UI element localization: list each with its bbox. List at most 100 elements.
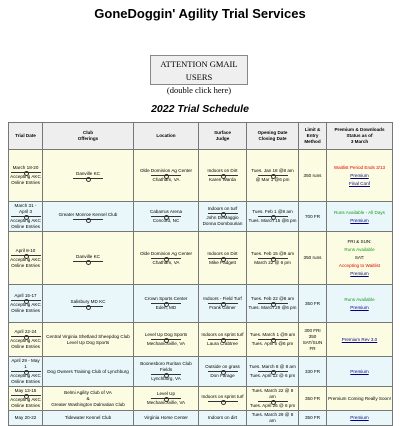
divider xyxy=(257,370,288,375)
header-line: Opening Date xyxy=(257,130,288,135)
divider xyxy=(151,174,181,179)
divider xyxy=(10,394,41,399)
cell-line: Level Up xyxy=(156,391,176,396)
header-line: Limit & xyxy=(304,127,321,132)
status-line[interactable]: Premium xyxy=(350,415,369,420)
cell-line: Accepting AKC xyxy=(10,302,41,307)
cell: Indoors - Field Turf Frank Gilmer xyxy=(198,284,247,323)
cell: Premium Coming Really Soon! xyxy=(326,386,393,411)
cell: Premium xyxy=(326,356,393,387)
divider xyxy=(10,215,41,220)
trial-row: April 29 - May 1 Accepting AKC Online Entr… xyxy=(8,356,393,387)
cell: Virginia Horse Center xyxy=(133,410,199,426)
status-line: Waitlist Period Ends 3/13 xyxy=(333,164,386,170)
cell: 350 runs xyxy=(298,231,327,285)
status-line: FRI & SUN: xyxy=(347,239,372,244)
cell-line: Tues. March 15 @6 pm xyxy=(248,218,297,223)
divider xyxy=(151,256,181,262)
divider xyxy=(257,400,288,405)
cell-line: 350 runs xyxy=(303,172,322,178)
cell: FRI & SUN: Runs Available SAT: Accepting to… xyxy=(326,231,393,285)
cell: Tidewater Kennel Club xyxy=(42,410,134,426)
cell-line: Online Entries xyxy=(11,379,40,384)
cell: 350 FR xyxy=(298,284,327,323)
cell-line: Salisbury MD KC xyxy=(70,299,106,304)
cell-line: 350 FR xyxy=(304,415,321,420)
cell-line: Virginia Horse Center xyxy=(144,415,188,420)
cell: May 13-15 Accepting AKC Online Entries xyxy=(8,386,43,411)
header-line: Premium & Downloads xyxy=(334,127,385,132)
cell-line: Tues. Jan 18 @8 am xyxy=(251,168,294,173)
divider xyxy=(257,302,288,307)
cell-line: Level Up Dog Sports xyxy=(144,332,188,337)
column-header: Limit & Entry Method xyxy=(298,122,327,150)
status-line[interactable]: Premium xyxy=(350,304,369,310)
cell-line: Indoors on dirt xyxy=(207,415,238,420)
header-row: Trial Date Club Offerings Location Surface Ju… xyxy=(8,122,393,150)
cell: Indoors on sprint turf xyxy=(198,386,247,411)
divider xyxy=(207,370,238,375)
divider xyxy=(73,218,103,223)
status-line[interactable]: Premium xyxy=(350,172,369,178)
button-line: (double click here) xyxy=(166,85,232,95)
status-line[interactable]: Premium xyxy=(350,217,369,223)
cell-line: Cabarrus Arena xyxy=(149,209,183,214)
divider xyxy=(151,215,181,220)
cell: April 29 - May 1 Accepting AKC Online Entr… xyxy=(8,356,43,387)
cell: 350 runs xyxy=(298,149,327,202)
cell-line: March 22 @ 6 pm xyxy=(254,259,291,265)
cell-line: April 29 - May 1 xyxy=(11,358,40,369)
cell-line: Tues. March 8 @ 8 am xyxy=(249,364,296,369)
status-line[interactable]: Final Conf xyxy=(349,180,370,186)
cell: Tues. Feb 22 @8 am Tues. March 29 @6 pm xyxy=(246,284,299,323)
cell: Premium Rev 3.0 xyxy=(326,322,393,357)
trial-row: April 8-10 Accepting AKC Online Entries Dan… xyxy=(8,231,393,285)
divider xyxy=(73,259,103,265)
cell-line: 350 FR xyxy=(304,395,321,401)
cell-line: FR xyxy=(309,345,316,351)
cell-line: Chatham, VA xyxy=(152,177,180,182)
status-line: Accepting to Waitlist xyxy=(338,263,381,268)
cell-line: 700 FR xyxy=(304,213,321,219)
cell: Indoors on turf John DeMaggio Donna Dombou… xyxy=(198,201,247,232)
cell-line: Online Entries xyxy=(11,180,40,185)
column-header: Premium & Downloads Status as of 3 March xyxy=(326,122,393,150)
cell-line: Danville KC xyxy=(76,171,100,176)
cell: Belmi Agility Club of VA & Greater Washing… xyxy=(42,386,134,411)
cell: 350 FR xyxy=(298,386,327,411)
cell: Runs Available Premium xyxy=(326,284,393,323)
cell-line: March 31 - April 3 xyxy=(14,203,37,214)
gmail-button[interactable]: ATTENTION GMAIL USERS (double click here) xyxy=(150,55,248,95)
cell-line: 350 FR xyxy=(304,300,321,306)
cell: May 20-22 xyxy=(8,410,43,426)
divider xyxy=(257,256,288,262)
cell-line: 300 FRI xyxy=(304,327,321,333)
status-line[interactable]: Premium Rev 3.0 xyxy=(341,336,378,342)
cell: 350 FR xyxy=(298,410,327,426)
cell-line: Online Entries xyxy=(11,403,40,408)
divider xyxy=(207,302,238,307)
cell-line: Karen Warda xyxy=(209,177,236,182)
cell-line: Accepting AKC xyxy=(10,338,41,343)
cell-line: Mechanicsville, VA xyxy=(146,341,186,346)
cell-line: April 22-24 xyxy=(14,329,37,334)
cell: April 22-24 Accepting AKC Online Entries xyxy=(8,322,43,357)
divider xyxy=(207,400,238,405)
cell: Indoors on Dirt Mike Padgett xyxy=(198,231,247,285)
status-line[interactable]: Premium xyxy=(350,368,369,374)
divider xyxy=(257,338,288,343)
cell: Olde Dominion Ag Center Chatham, VA xyxy=(133,149,199,202)
cell: March 31 - April 3 Accepting AKC Online En… xyxy=(8,201,43,232)
divider xyxy=(151,373,181,378)
cell: Central Virginia Shetland Sheepdog Club L… xyxy=(42,322,134,357)
cell-line: Frank Gilmer xyxy=(209,305,236,310)
status-line[interactable]: Premium xyxy=(350,271,369,276)
divider xyxy=(10,253,41,259)
cell: 300 FRI 350 SAT/SUN FR xyxy=(298,322,327,357)
cell-line: Concord, NC xyxy=(152,218,180,223)
cell-line: May 13-15 xyxy=(14,388,37,393)
cell: March 18-20 Accepting AKC Online Entries xyxy=(8,149,43,202)
cell: Indoors on Dirt Karen Warda xyxy=(198,149,247,202)
header-line: Club xyxy=(82,130,94,135)
cell-line: & xyxy=(86,395,90,401)
